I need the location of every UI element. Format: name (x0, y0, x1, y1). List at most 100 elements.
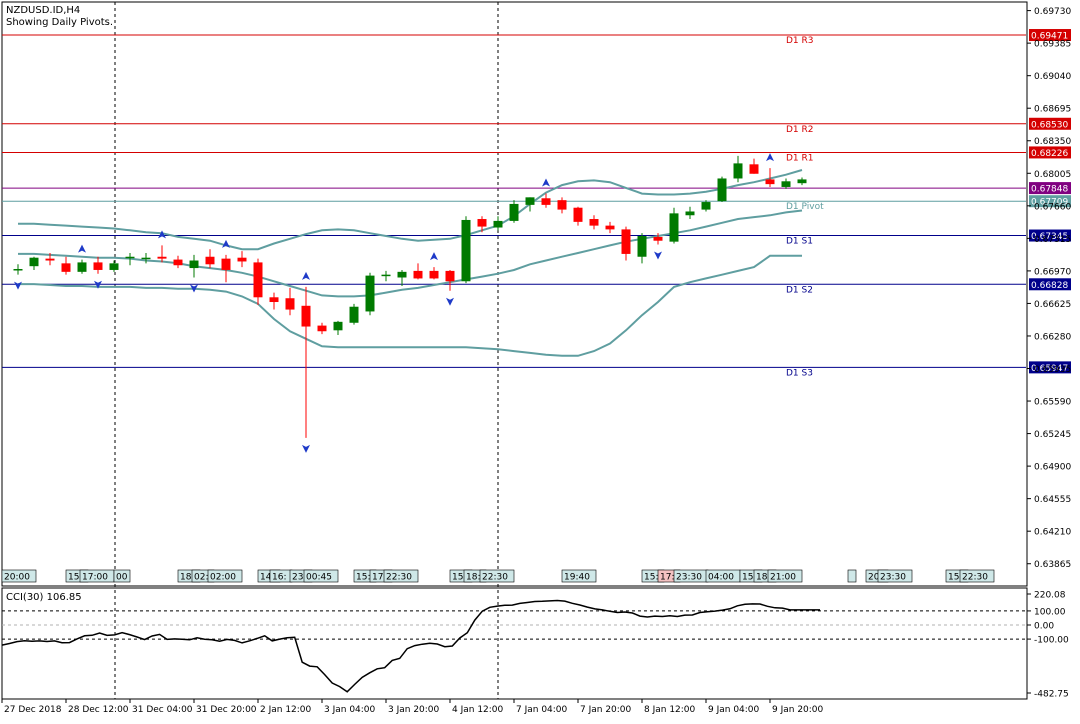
cci-tick-label: 0.00 (1034, 622, 1054, 632)
fractal-up-arrow-icon (542, 178, 550, 187)
candle-bear (653, 236, 663, 241)
time-tick-label: 27 Dec 2018 (4, 705, 62, 715)
time-tick-label: 31 Dec 20:00 (196, 705, 257, 715)
time-box-label: 04:00 (708, 573, 734, 583)
pivot-subtitle: Showing Daily Pivots. (6, 17, 113, 28)
time-box (767, 569, 803, 583)
time-box-label: 15: (68, 573, 82, 583)
candle-bull (365, 275, 375, 312)
candle-bull (125, 256, 135, 259)
candle-bull (333, 321, 343, 331)
candle-bear (61, 263, 71, 272)
pivot-price-tag (1029, 117, 1071, 130)
candle-bear (285, 298, 295, 310)
time-box-label: 15: (644, 573, 658, 583)
time-box-label: 16: (272, 573, 286, 583)
time-box-label: 17: (372, 573, 386, 583)
cci-tick-label: 100.00 (1034, 607, 1066, 617)
candle-bull (29, 257, 39, 267)
candle-bear (605, 225, 615, 230)
candle-bear (589, 219, 599, 226)
candle-bull (109, 263, 119, 270)
fractal-down-arrow-icon (190, 284, 198, 293)
time-box-label: 18: (180, 573, 194, 583)
time-tick-label: 31 Dec 04:00 (132, 705, 193, 715)
fractal-up-arrow-icon (302, 271, 310, 280)
fractal-arrows (14, 153, 774, 453)
pivot-price-tag-text: 0.66828 (1031, 281, 1068, 291)
symbol-title: NZDUSD.ID,H4 (6, 5, 80, 16)
time-tick-label: 7 Jan 04:00 (516, 705, 568, 715)
candle-bull (733, 163, 743, 179)
pivot-label: D1 R3 (786, 36, 814, 46)
time-box-label: 22:30 (482, 573, 508, 583)
candle-bull (797, 179, 807, 184)
candle-bull (717, 178, 727, 202)
price-tick-label: 0.69385 (1034, 40, 1071, 50)
pivot-price-tag (1029, 361, 1071, 374)
pivot-price-tag-text: 0.68226 (1031, 149, 1068, 159)
time-tick-label: 7 Jan 20:00 (580, 705, 632, 715)
time-box-label: 18: (466, 573, 480, 583)
time-box (113, 569, 131, 583)
fractal-down-arrow-icon (14, 281, 22, 290)
time-box-label: 02:00 (210, 573, 236, 583)
pivot-price-tag-text: 0.65947 (1031, 364, 1068, 374)
candle-bear (269, 297, 279, 303)
price-tick-label: 0.67660 (1034, 202, 1071, 212)
pivot-price-tag (1029, 29, 1071, 42)
time-axis[interactable]: 27 Dec 2018 28 Dec 12:00 31 Dec 04:00 31 De… (1, 699, 824, 715)
candle-bull (397, 271, 407, 278)
time-box-label: 23:30 (880, 573, 906, 583)
time-box-label: 15: (452, 573, 466, 583)
time-box (479, 569, 515, 583)
price-tick-label: 0.66970 (1034, 267, 1071, 277)
price-axis[interactable]: 0.69730 0.69385 0.69040 0.68695 0.68350 0.680… (1027, 7, 1071, 570)
candle-bear (301, 305, 311, 327)
bollinger-lower-band (18, 254, 802, 357)
cci-line (1, 599, 820, 693)
price-tick-label: 0.64900 (1034, 463, 1071, 473)
time-tick-label: 3 Jan 20:00 (388, 705, 440, 715)
candle-bull (77, 262, 87, 272)
candle-bear (93, 262, 103, 270)
candle-bear (221, 258, 231, 270)
price-tick-label: 0.65935 (1034, 365, 1071, 375)
candle-bear (557, 200, 567, 210)
time-box (1, 569, 37, 583)
time-box-label: 22:30 (386, 573, 412, 583)
candle-bear (237, 257, 247, 262)
fractal-down-arrow-icon (302, 444, 310, 453)
candlesticks (13, 155, 807, 438)
candle-bull (781, 181, 791, 187)
time-box-label: 15: (356, 573, 370, 583)
candle-bull (349, 306, 359, 323)
time-box-label: 21:00 (770, 573, 796, 583)
candle-bear (205, 256, 215, 265)
time-tick-label: 9 Jan 04:00 (708, 705, 760, 715)
time-box (207, 569, 243, 583)
candle-bear (541, 198, 551, 205)
time-box-label: 15: (948, 573, 962, 583)
pivot-price-tag (1029, 146, 1071, 159)
candle-bear (749, 164, 759, 174)
fractal-up-arrow-icon (222, 239, 230, 248)
time-box (383, 569, 419, 583)
pivot-label: D1 Pivot (786, 202, 824, 212)
time-box (561, 569, 597, 583)
time-tick-label: 3 Jan 04:00 (324, 705, 376, 715)
time-axis-labels: 20:00 15: 17:00 00 18: 02: 02:00 14:16: 23: 00:45… (1, 569, 995, 583)
cci-tick-label: 220.08 (1034, 591, 1066, 601)
candle-bull (669, 213, 679, 242)
time-box (877, 569, 913, 583)
price-tick-label: 0.69730 (1034, 7, 1071, 17)
price-tick-label: 0.63865 (1034, 560, 1071, 570)
candle-bull (381, 274, 391, 277)
candle-bear (173, 259, 183, 266)
time-box-label: 14: (260, 573, 274, 583)
time-box (303, 569, 339, 583)
fractal-up-arrow-icon (430, 252, 438, 261)
